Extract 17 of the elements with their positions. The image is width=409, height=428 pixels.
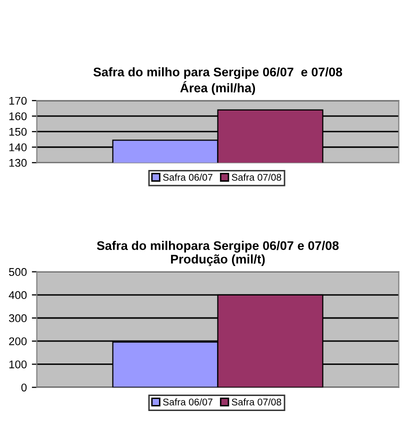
legend-label: Safra 06/07 xyxy=(163,174,212,181)
y-tick-label: 170 xyxy=(9,96,27,105)
y-tick-label: 100 xyxy=(9,360,27,368)
legend-label: Safra 07/08 xyxy=(232,174,282,181)
y-tick-label: 150 xyxy=(9,128,27,136)
y-tick-label: 300 xyxy=(8,314,27,322)
y-tick-label: 140 xyxy=(9,143,27,152)
legend-label: Safra 07/08 xyxy=(232,398,282,406)
y-tick-label: 160 xyxy=(9,112,27,120)
y-tick-label: 200 xyxy=(9,337,27,346)
legend-label: Safra 06/07 xyxy=(163,398,212,406)
y-tick-label: 0 xyxy=(21,384,27,392)
chart-title: Safra do milho para Sergipe 06/07 e 07/08 Área (mil/ha) xyxy=(93,67,342,95)
y-tick-label: 400 xyxy=(8,291,27,300)
y-tick-label: 500 xyxy=(8,268,27,276)
chart-title: Safra do milhopara Sergipe 06/07 e 07/08 Produção (mil/t) xyxy=(96,240,339,266)
y-tick-label: 130 xyxy=(9,158,27,167)
